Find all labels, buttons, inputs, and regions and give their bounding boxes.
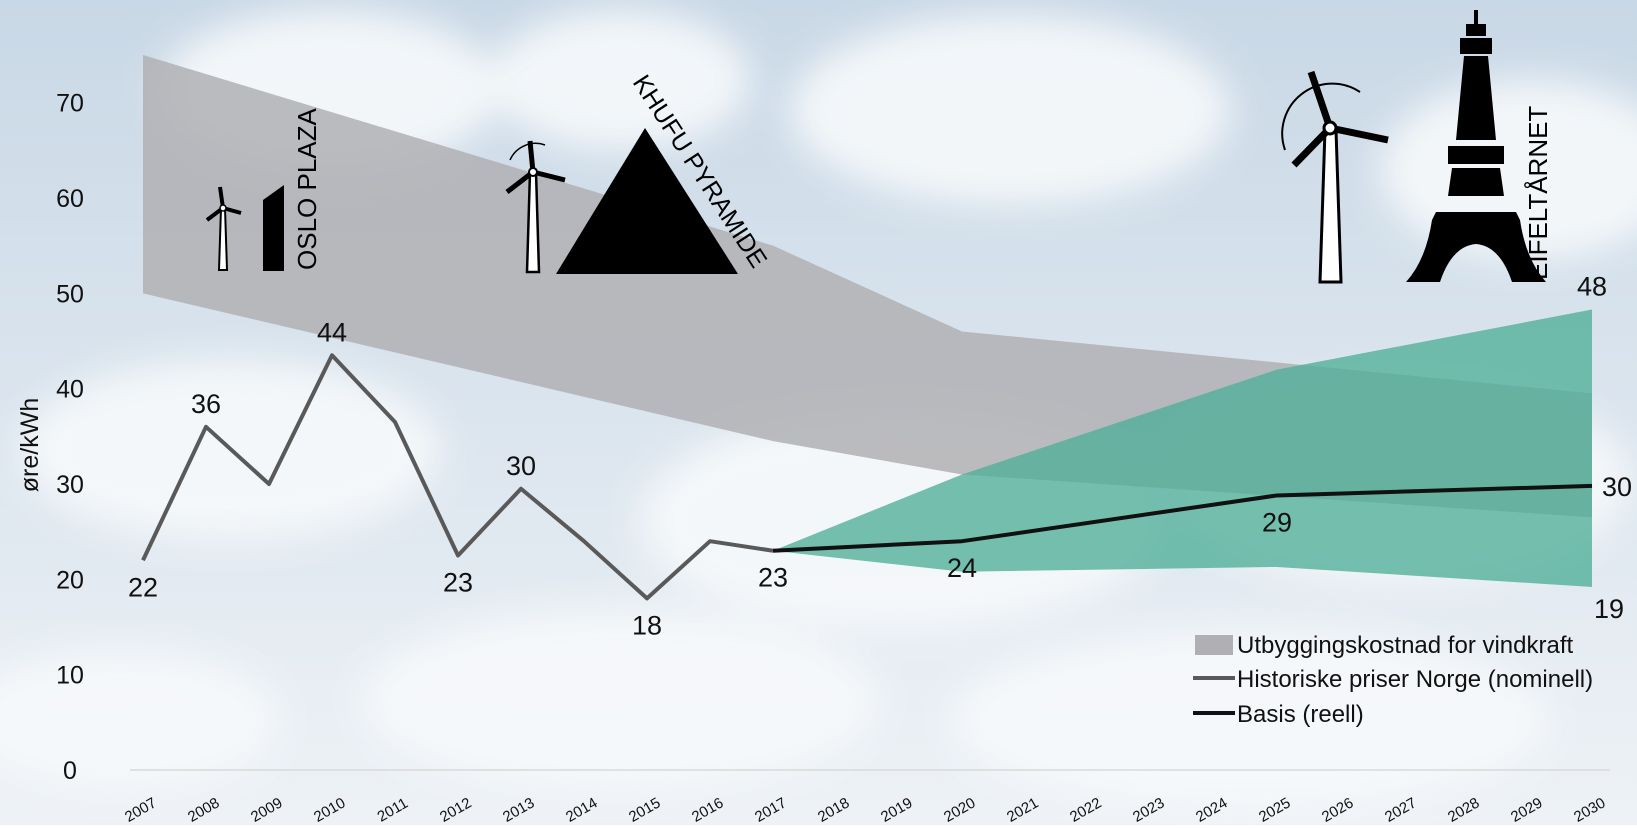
y-tick-label: 70 xyxy=(56,90,84,118)
data-label: 44 xyxy=(317,317,347,347)
annotation-label: EIFELTÅRNET xyxy=(1523,106,1553,280)
wind-turbine-icon xyxy=(1281,70,1389,284)
data-label: 23 xyxy=(758,563,788,593)
wind-turbine-icon xyxy=(505,140,566,274)
y-tick-label: 40 xyxy=(56,376,84,404)
annotation-eifeltarnet: EIFELTÅRNET xyxy=(1281,10,1553,284)
building-icon xyxy=(263,185,284,271)
annotation-label: OSLO PLAZA xyxy=(292,108,322,270)
legend-label: Basis (reell) xyxy=(1237,701,1364,728)
legend-swatch xyxy=(1195,635,1233,655)
legend-item-basis: Basis (reell) xyxy=(1193,701,1364,728)
historical-price-line xyxy=(141,353,774,601)
data-label: 29 xyxy=(1262,507,1292,537)
legend-item-utbyggingskostnad: Utbyggingskostnad for vindkraft xyxy=(1195,632,1574,659)
data-label: 30 xyxy=(1602,472,1632,502)
data-label: 18 xyxy=(632,610,662,640)
legend-item-historiske-priser: Historiske priser Norge (nominell) xyxy=(1193,666,1593,693)
y-axis: 0 10 20 30 40 50 60 70 xyxy=(56,90,84,785)
legend-label: Historiske priser Norge (nominell) xyxy=(1237,666,1593,693)
legend-label: Utbyggingskostnad for vindkraft xyxy=(1237,632,1574,659)
wind-turbine-icon xyxy=(205,186,242,271)
y-tick-label: 0 xyxy=(63,757,77,785)
band-layer xyxy=(143,55,1592,587)
pyramid-icon xyxy=(556,128,738,274)
annotation-oslo-plaza: OSLO PLAZA xyxy=(205,108,322,271)
y-axis-label: øre/kWh xyxy=(16,398,44,492)
y-tick-label: 60 xyxy=(56,185,84,213)
eiffel-tower-icon xyxy=(1406,10,1546,282)
data-label: 23 xyxy=(443,568,473,598)
price-forecast-band xyxy=(773,309,1592,587)
data-label: 19 xyxy=(1594,594,1624,624)
legend: Utbyggingskostnad for vindkraft Historis… xyxy=(1193,632,1593,728)
data-label: 36 xyxy=(191,389,221,419)
y-tick-label: 30 xyxy=(56,471,84,499)
data-label: 48 xyxy=(1577,272,1607,302)
y-tick-label: 10 xyxy=(56,662,84,690)
basis-line xyxy=(772,483,1593,553)
line-layer xyxy=(141,353,1593,601)
data-label: 22 xyxy=(128,572,158,602)
data-label-layer: 22 36 44 23 30 18 23 24 29 48 30 19 xyxy=(128,272,1632,641)
y-tick-label: 20 xyxy=(56,566,84,594)
data-label: 30 xyxy=(506,451,536,481)
data-label: 24 xyxy=(947,553,977,583)
y-tick-label: 50 xyxy=(56,280,84,308)
